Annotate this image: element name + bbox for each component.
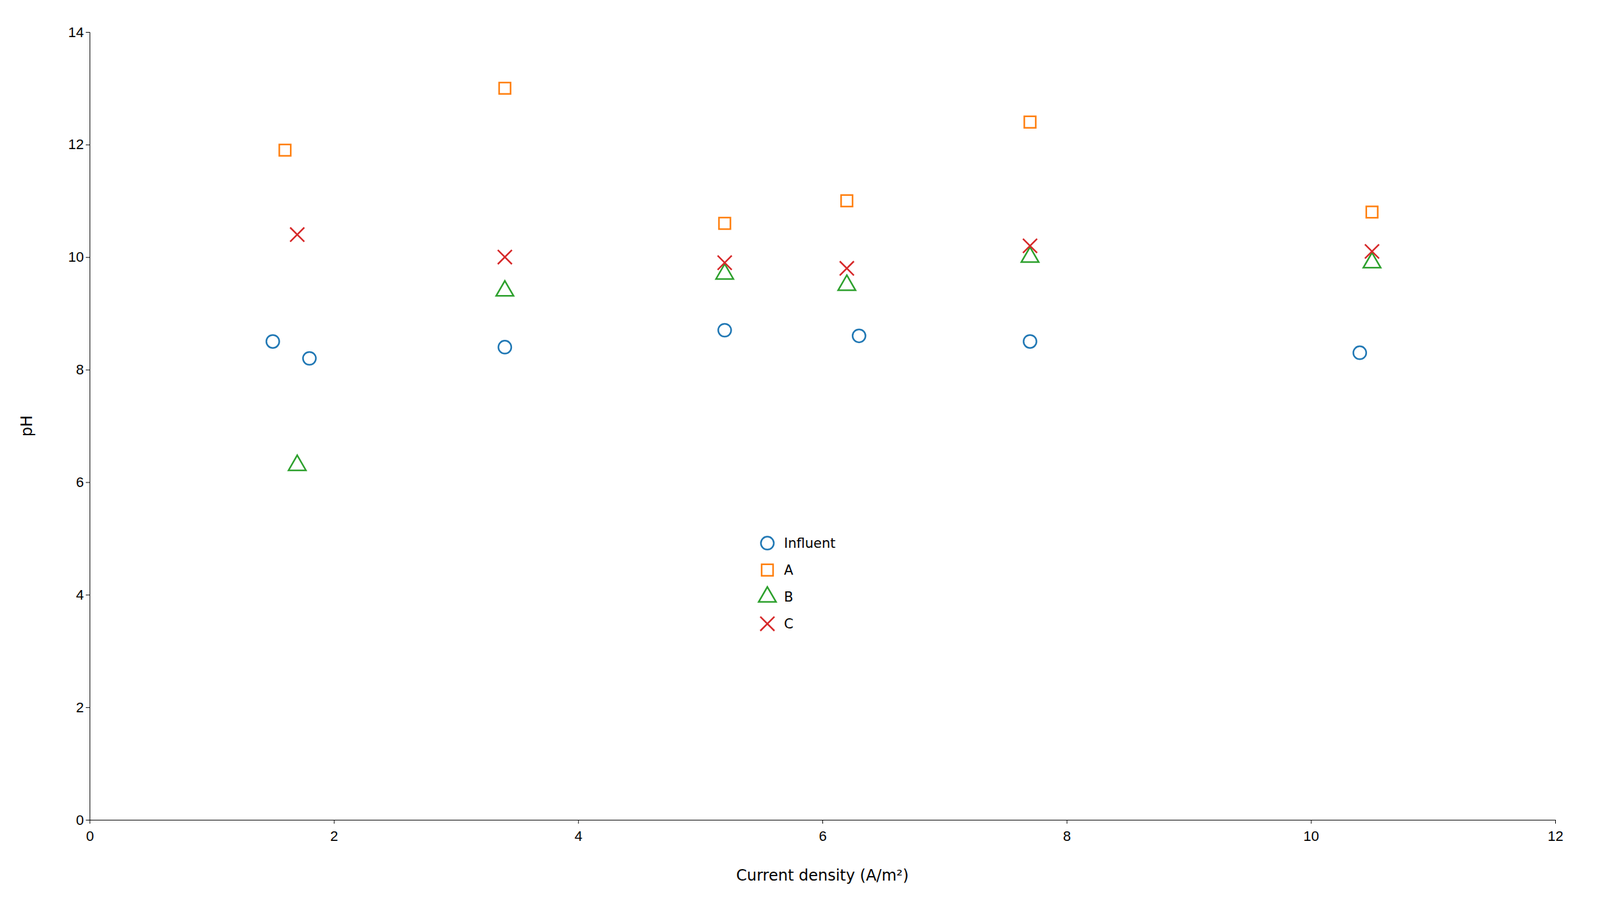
tick-label: 6 bbox=[76, 474, 84, 491]
tick: 0 bbox=[85, 819, 94, 845]
legend-symbol bbox=[758, 586, 776, 603]
tick-mark bbox=[85, 257, 90, 258]
point bbox=[1023, 335, 1037, 349]
point bbox=[718, 323, 731, 337]
legend-item: B bbox=[758, 586, 793, 605]
legend-label: A bbox=[784, 562, 794, 578]
tick-label: 10 bbox=[1303, 828, 1320, 845]
point bbox=[1365, 244, 1380, 259]
point bbox=[839, 261, 854, 276]
series bbox=[289, 227, 1379, 276]
tick-label: 4 bbox=[574, 828, 583, 845]
point bbox=[496, 280, 514, 297]
point bbox=[717, 255, 732, 270]
tick-mark bbox=[334, 819, 335, 824]
tick-label: 0 bbox=[76, 812, 84, 829]
tick-label: 0 bbox=[85, 828, 94, 845]
tick-label: 12 bbox=[1547, 828, 1563, 845]
tick: 6 bbox=[76, 474, 90, 491]
tick-mark bbox=[577, 819, 579, 824]
axis-line bbox=[85, 32, 91, 821]
point bbox=[1022, 238, 1037, 253]
legend-item: C bbox=[760, 616, 794, 632]
points bbox=[266, 82, 1381, 471]
point bbox=[718, 217, 731, 230]
tick-label: 12 bbox=[68, 136, 84, 153]
tick: 10 bbox=[68, 248, 90, 265]
point bbox=[266, 335, 280, 349]
point bbox=[1363, 252, 1381, 269]
chart: 0 2 4 6 8 10 12 0 2 4 6 8 10 12 14 Influent ABC Current d… bbox=[0, 0, 1600, 903]
legend-symbol bbox=[760, 536, 774, 550]
tick: 8 bbox=[1063, 819, 1071, 845]
tick: 4 bbox=[574, 819, 583, 845]
point bbox=[1021, 247, 1039, 263]
legend-label: Influent bbox=[784, 535, 836, 552]
tick-label: 2 bbox=[76, 699, 84, 716]
tick-mark bbox=[85, 144, 90, 146]
point bbox=[1353, 346, 1367, 360]
tick-mark bbox=[85, 819, 90, 821]
tick-label: 4 bbox=[76, 586, 84, 603]
point bbox=[497, 250, 512, 265]
x-axis: 0 2 4 6 8 10 12 bbox=[85, 819, 1563, 845]
tick-label: 8 bbox=[76, 361, 84, 378]
tick: 14 bbox=[68, 24, 90, 41]
tick-mark bbox=[85, 707, 90, 708]
legend-symbol bbox=[761, 564, 774, 576]
tick: 10 bbox=[1303, 819, 1320, 845]
point bbox=[840, 195, 853, 207]
point bbox=[838, 275, 856, 291]
tick: 12 bbox=[1547, 819, 1563, 845]
x-axis-title: Current density (A/m²) bbox=[736, 866, 909, 885]
tick-mark bbox=[1066, 819, 1068, 824]
tick-mark bbox=[822, 819, 824, 824]
tick: 6 bbox=[818, 819, 827, 845]
point bbox=[852, 329, 866, 343]
tick-mark bbox=[1310, 819, 1312, 824]
tick-label: 14 bbox=[68, 24, 84, 41]
plot: 0 2 4 6 8 10 12 0 2 4 6 8 10 12 14 Influent ABC bbox=[68, 24, 1564, 845]
tick-label: 10 bbox=[68, 248, 84, 265]
point bbox=[1024, 116, 1036, 128]
legend-item: A bbox=[761, 562, 794, 578]
tick-mark bbox=[85, 594, 90, 596]
tick-label: 2 bbox=[330, 828, 338, 845]
tick: 0 bbox=[76, 812, 90, 829]
point bbox=[302, 352, 316, 365]
tick-mark bbox=[1555, 819, 1556, 824]
tick-mark bbox=[85, 369, 90, 371]
point bbox=[289, 227, 304, 242]
tick-mark bbox=[85, 481, 90, 483]
point bbox=[498, 340, 512, 354]
point bbox=[499, 82, 511, 95]
legend-symbol bbox=[760, 616, 775, 632]
series bbox=[288, 247, 1382, 471]
series bbox=[266, 323, 1367, 365]
tick: 2 bbox=[76, 699, 90, 716]
legend-label: B bbox=[784, 589, 793, 605]
legend: Influent ABC bbox=[758, 535, 836, 632]
tick: 4 bbox=[76, 586, 90, 603]
axis-line bbox=[90, 820, 1556, 825]
legend-label: C bbox=[784, 616, 794, 632]
tick-mark bbox=[85, 32, 90, 33]
point bbox=[716, 263, 734, 280]
point bbox=[288, 455, 306, 471]
y-axis-title: pH bbox=[17, 415, 36, 437]
tick: 8 bbox=[76, 361, 90, 378]
point bbox=[279, 144, 291, 157]
tick: 2 bbox=[330, 819, 338, 845]
point bbox=[1366, 206, 1378, 218]
series bbox=[279, 82, 1378, 230]
tick: 12 bbox=[68, 136, 90, 153]
legend-item: Influent bbox=[760, 535, 836, 552]
tick-label: 8 bbox=[1063, 828, 1071, 845]
y-axis: 0 2 4 6 8 10 12 14 bbox=[68, 24, 91, 829]
tick-label: 6 bbox=[818, 828, 827, 845]
